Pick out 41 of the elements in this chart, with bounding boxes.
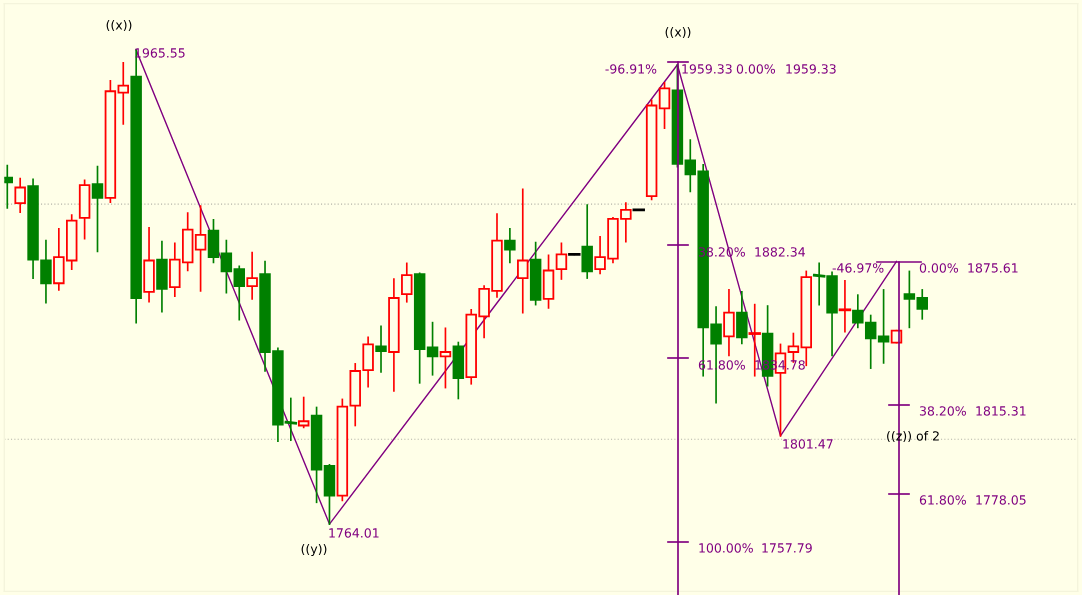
text: 1757.79 [762, 543, 812, 553]
candlestick [426, 321, 439, 376]
candlestick [14, 177, 26, 214]
text: 100.00% [699, 543, 753, 553]
annotation: 1801.47 [783, 439, 833, 449]
candlestick [877, 289, 890, 364]
candlestick [91, 165, 104, 253]
annotation: -96.91% [605, 64, 657, 74]
candlestick [401, 262, 413, 303]
candlestick [439, 327, 452, 389]
candlestick [40, 239, 52, 304]
text: 1764.01 [329, 528, 379, 538]
candlestick [117, 61, 130, 125]
candlestick [220, 239, 233, 294]
candlestick [916, 289, 928, 320]
candlestick [194, 205, 207, 292]
text: 1778.05 [976, 495, 1026, 505]
text: ((x)) [665, 26, 691, 39]
text: 1815.31 [976, 406, 1026, 416]
candlestick [903, 270, 916, 329]
text: ((y)) [301, 543, 327, 557]
candlestick [233, 265, 245, 321]
text: ((x)) [106, 19, 132, 32]
candlestick [658, 81, 671, 130]
candlestick [504, 227, 516, 264]
annotation: 61.80% [919, 495, 966, 505]
annotation: 1959.33 [682, 64, 732, 74]
annotation: 1882.34 [755, 247, 805, 257]
annotation: 0.00% [919, 263, 959, 273]
candlestick [555, 242, 568, 280]
annotation: 38.20% [919, 406, 966, 416]
annotation: 0.00% [736, 64, 776, 74]
annotation: -46.97% [832, 263, 884, 273]
candlestick [246, 251, 258, 300]
candlestick [723, 289, 735, 357]
candlestick [375, 325, 387, 373]
annotation: 1959.33 [786, 64, 836, 74]
candlestick [517, 188, 529, 314]
candlestick [838, 280, 852, 333]
candlestick [297, 396, 310, 429]
text: 1875.61 [968, 263, 1018, 273]
